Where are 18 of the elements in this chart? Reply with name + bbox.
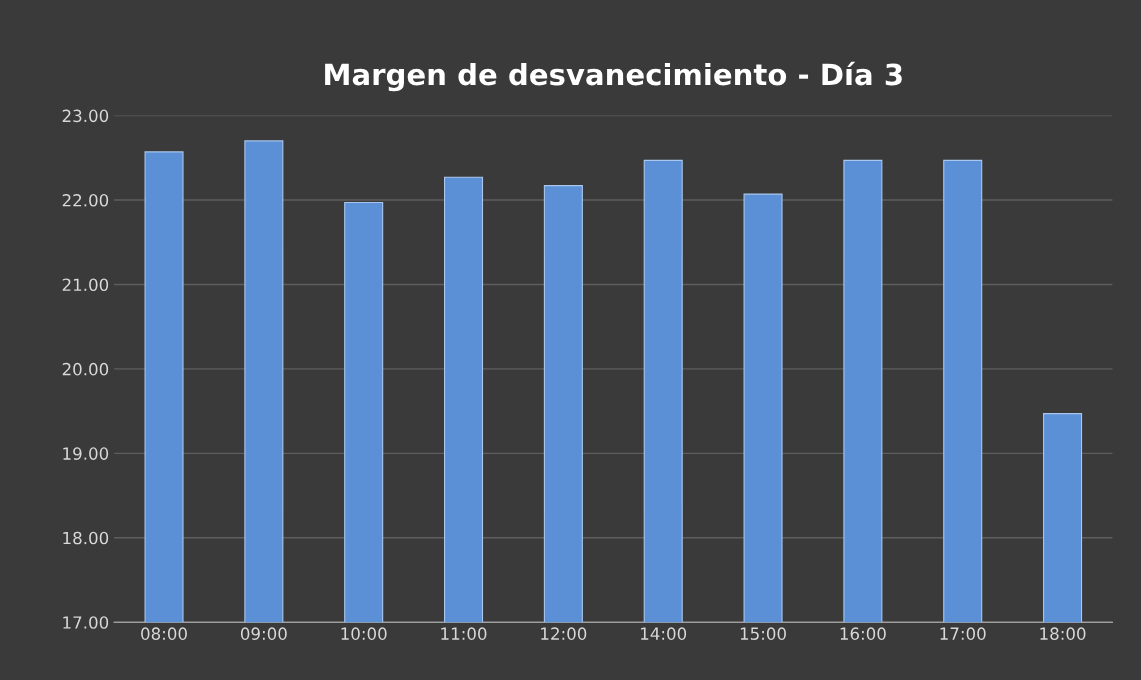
x-tick-label: 18:00: [1040, 627, 1086, 640]
y-tick-label: 22.00: [62, 194, 109, 207]
y-tick-label: 17.00: [63, 616, 109, 629]
x-tick-label: 14:00: [641, 627, 687, 640]
x-tick-label: 15:00: [740, 627, 786, 640]
x-tick-label: 10:00: [341, 627, 387, 640]
y-tick-label: 18.00: [63, 531, 109, 545]
x-tick-label: 12:00: [541, 627, 587, 640]
x-tick-label: 11:00: [441, 627, 487, 640]
x-tick-label: 09:00: [240, 627, 287, 640]
y-tick-label: 21.00: [62, 278, 109, 292]
x-tick-label: 16:00: [840, 627, 886, 640]
x-tick-label: 17:00: [940, 627, 986, 640]
y-tick-label: 20.00: [62, 362, 109, 376]
y-tick-label: 19.00: [63, 447, 109, 460]
chart-title: Margen de desvanecimiento - Día 3: [325, 61, 902, 92]
y-tick-label: 23.00: [62, 109, 109, 123]
x-tick-label: 08:00: [141, 627, 187, 640]
